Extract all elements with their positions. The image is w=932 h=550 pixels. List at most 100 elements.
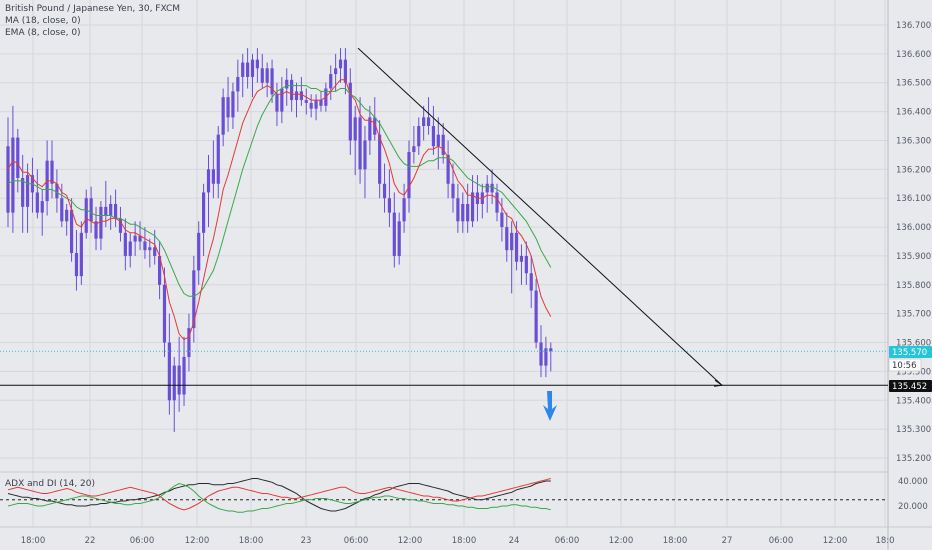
- candle: [436, 117, 440, 170]
- candle-body: [11, 137, 15, 213]
- chart-title[interactable]: British Pound / Japanese Yen, 30, FXCM: [5, 4, 180, 14]
- candle: [226, 76, 230, 132]
- time-tick-label: 27: [722, 536, 733, 546]
- candle: [11, 105, 15, 233]
- candle: [280, 76, 284, 124]
- candle-body: [260, 68, 264, 83]
- candle-body: [466, 203, 470, 222]
- candle: [382, 163, 387, 213]
- price-tick-label: 135.300: [896, 425, 931, 435]
- candle-body: [275, 94, 279, 112]
- candle: [60, 183, 64, 228]
- candle-body: [407, 152, 411, 199]
- candle-body: [358, 117, 362, 170]
- candle: [412, 126, 416, 164]
- ema-legend[interactable]: EMA (8, close, 0): [5, 28, 81, 38]
- candle: [35, 169, 39, 219]
- candle-body: [294, 91, 299, 101]
- candle-body: [485, 183, 489, 193]
- candle-body: [534, 290, 538, 343]
- candle: [65, 203, 69, 236]
- candle-body: [539, 342, 543, 366]
- candle-body: [495, 192, 499, 213]
- time-tick-label: 12:00: [609, 536, 634, 546]
- candle: [446, 140, 450, 199]
- candle: [500, 198, 504, 242]
- candle-body: [505, 227, 509, 251]
- candle-body: [35, 192, 39, 213]
- indicator-legend[interactable]: ADX and DI (14, 20): [5, 479, 95, 489]
- candle-body: [382, 183, 387, 199]
- candle: [84, 189, 88, 239]
- price-tick-label: 135.900: [896, 252, 931, 262]
- candle: [426, 97, 431, 135]
- candle: [255, 48, 259, 83]
- candle-body: [206, 169, 211, 193]
- candle: [40, 189, 44, 236]
- candle: [378, 120, 382, 199]
- time-tick-label: 06:00: [344, 536, 369, 546]
- candle: [123, 218, 127, 271]
- level-price-label: 135.452: [892, 382, 927, 392]
- candle-body: [373, 117, 377, 135]
- candle-body: [113, 203, 118, 219]
- candle-body: [441, 134, 445, 155]
- ma-legend[interactable]: MA (18, close, 0): [5, 16, 81, 26]
- di-minus-line: [7, 482, 551, 513]
- candle-body: [202, 192, 206, 233]
- time-tick-label: 18:00: [21, 536, 46, 546]
- adx-line: [7, 478, 551, 512]
- candle: [187, 313, 191, 372]
- price-badges: 135.570 10:56 135.452: [888, 346, 932, 392]
- candle: [55, 169, 59, 213]
- price-tick-label: 136.100: [896, 194, 931, 204]
- candle-body: [524, 255, 528, 274]
- time-axis[interactable]: 18:00 22 06:00 12:00 18:00 23 06:00 12:00 18:00 2…: [21, 536, 895, 546]
- candle: [231, 82, 235, 129]
- price-tick-label: 136.200: [896, 165, 931, 175]
- candle-body: [514, 232, 519, 262]
- trendline-segment[interactable]: [357, 47, 723, 386]
- candle-body: [368, 117, 372, 141]
- time-tick-label: 22: [85, 536, 96, 546]
- candle-body: [314, 100, 318, 109]
- price-tick-label: 135.500: [896, 367, 931, 377]
- candle: [358, 97, 362, 184]
- candle: [192, 255, 196, 343]
- candle: [197, 221, 201, 285]
- current-price-label: 135.570: [892, 348, 927, 358]
- candle: [177, 336, 181, 412]
- indicator-axis: 40.000 20.000: [898, 477, 928, 512]
- candle: [216, 126, 220, 199]
- candle-body: [128, 241, 132, 256]
- price-tick-label: 136.400: [896, 108, 931, 118]
- price-tick-label: 135.700: [896, 310, 931, 320]
- candle: [431, 105, 436, 155]
- candle-body: [25, 175, 30, 207]
- candle: [133, 221, 137, 256]
- candle-body: [177, 365, 181, 395]
- candle-body: [118, 218, 123, 233]
- candle: [299, 76, 303, 106]
- candle: [113, 189, 118, 228]
- time-tick-label: 12:00: [823, 536, 848, 546]
- candle-body: [299, 91, 303, 101]
- candle-body: [470, 192, 475, 222]
- candle-body: [6, 146, 10, 213]
- price-axis[interactable]: 136.700 136.600 136.500 136.400 136.300 136.2…: [896, 21, 931, 464]
- candle-body: [109, 203, 113, 216]
- candle-body: [348, 82, 352, 141]
- candle: [148, 238, 152, 268]
- candle: [470, 175, 475, 228]
- time-tick-label: 18:0: [875, 536, 894, 546]
- candle-body: [236, 76, 240, 92]
- trendline[interactable]: [357, 47, 724, 387]
- candle: [162, 267, 167, 357]
- candle: [524, 241, 528, 285]
- candle-body: [89, 198, 93, 222]
- candle-body: [172, 365, 176, 401]
- candle-body: [456, 198, 460, 222]
- candle-body: [94, 221, 98, 239]
- price-tick-label: 136.600: [896, 50, 931, 60]
